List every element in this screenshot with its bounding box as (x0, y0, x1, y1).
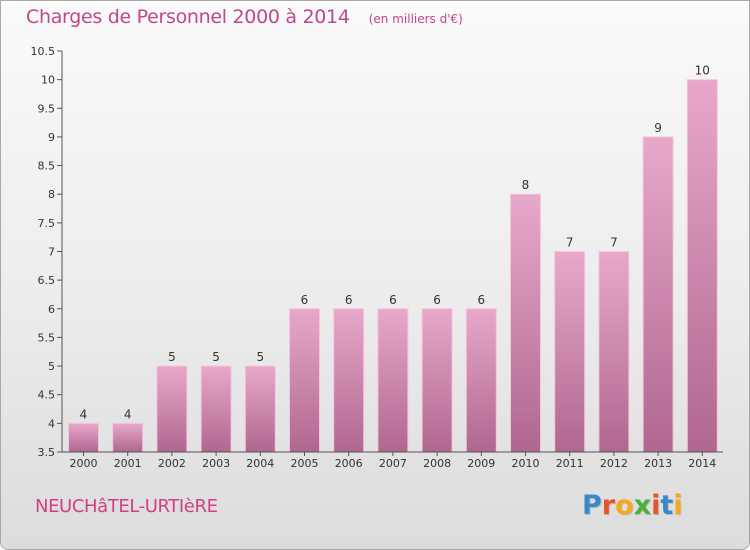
bar-2007 (377, 308, 409, 453)
y-tick-label: 8 (48, 188, 55, 201)
bar-2005 (289, 308, 320, 453)
data-label: 8 (522, 178, 530, 192)
data-label: 5 (256, 350, 264, 364)
logo-letter: i (651, 490, 661, 521)
x-tick-label: 2001 (114, 457, 142, 470)
y-tick-label: 10.5 (31, 45, 56, 58)
x-tick-label: 2004 (246, 457, 274, 470)
x-tick-label: 2003 (202, 457, 230, 470)
bar-2010 (510, 193, 541, 453)
logo-letter: o (615, 490, 634, 521)
y-tick-label: 7.5 (38, 217, 56, 230)
logo-letter: r (601, 490, 616, 521)
data-label: 6 (345, 293, 353, 307)
bar-2001 (112, 422, 144, 453)
data-label: 6 (301, 293, 309, 307)
logo-letter: t (660, 490, 674, 521)
x-tick-label: 2005 (291, 457, 319, 470)
bar-2014 (686, 79, 718, 453)
x-tick-label: 2012 (600, 457, 628, 470)
logo-letter: i (673, 490, 683, 521)
x-tick-label: 2002 (158, 457, 186, 470)
data-label: 4 (124, 407, 132, 421)
y-tick-label: 7 (48, 246, 55, 259)
bar-2000 (68, 422, 99, 453)
bar-2013 (642, 136, 674, 453)
y-tick-label: 10 (41, 74, 55, 87)
bar-2012 (598, 251, 630, 453)
y-tick-label: 4 (48, 417, 55, 430)
commune-name: NEUCHâTEL-URTIèRE (35, 496, 218, 517)
y-tick-label: 6.5 (38, 274, 56, 287)
bar-2008 (421, 308, 453, 453)
y-tick-label: 9.5 (38, 102, 56, 115)
title-row: Charges de Personnel 2000 à 2014 (en mil… (26, 6, 463, 28)
x-tick-label: 2000 (70, 457, 98, 470)
x-tick-label: 2011 (556, 457, 584, 470)
logo-letter: P (582, 490, 602, 521)
x-tick-label: 2008 (423, 457, 451, 470)
bar-2002 (156, 365, 188, 453)
chart-title: Charges de Personnel 2000 à 2014 (26, 6, 350, 28)
data-label: 7 (566, 236, 574, 250)
data-label: 7 (610, 236, 618, 250)
data-label: 4 (80, 407, 88, 421)
x-tick-label: 2009 (467, 457, 495, 470)
data-label: 6 (389, 293, 397, 307)
logo-letter: x (633, 490, 652, 521)
y-tick-label: 6 (48, 303, 55, 316)
x-tick-label: 2007 (379, 457, 407, 470)
data-label: 5 (212, 350, 220, 364)
y-tick-label: 9 (48, 131, 55, 144)
x-tick-label: 2014 (688, 457, 716, 470)
y-tick-label: 8.5 (38, 160, 56, 173)
y-tick-label: 5.5 (38, 331, 56, 344)
bar-2003 (200, 365, 232, 453)
y-tick-label: 5 (48, 360, 55, 373)
data-label: 9 (654, 121, 662, 135)
bar-2011 (554, 251, 586, 453)
y-tick-label: 4.5 (38, 389, 56, 402)
proxiti-logo: Proxiti (582, 490, 683, 521)
x-tick-label: 2010 (512, 457, 540, 470)
x-tick-label: 2013 (644, 457, 672, 470)
data-label: 6 (477, 293, 485, 307)
data-label: 5 (168, 350, 176, 364)
data-label: 6 (433, 293, 441, 307)
data-label: 10 (695, 64, 710, 78)
x-axis: 2000 2001 2002 2003 2004 2005 2006 2007 2008 2009… (62, 451, 723, 470)
chart-subtitle: (en milliers d'€) (368, 12, 463, 26)
y-tick-label: 3.5 (38, 446, 56, 459)
y-axis: 3.5 4 4.5 5 5.5 6 6.5 7 7.5 8 8.5 9 9.5 10 10.5 (31, 45, 63, 459)
bar-2009 (465, 308, 497, 453)
bar-2006 (333, 308, 365, 453)
bars: 4 4 5 5 5 6 6 6 6 6 8 7 7 9 10 (68, 64, 718, 453)
bar-2004 (244, 365, 276, 453)
x-tick-label: 2006 (335, 457, 363, 470)
